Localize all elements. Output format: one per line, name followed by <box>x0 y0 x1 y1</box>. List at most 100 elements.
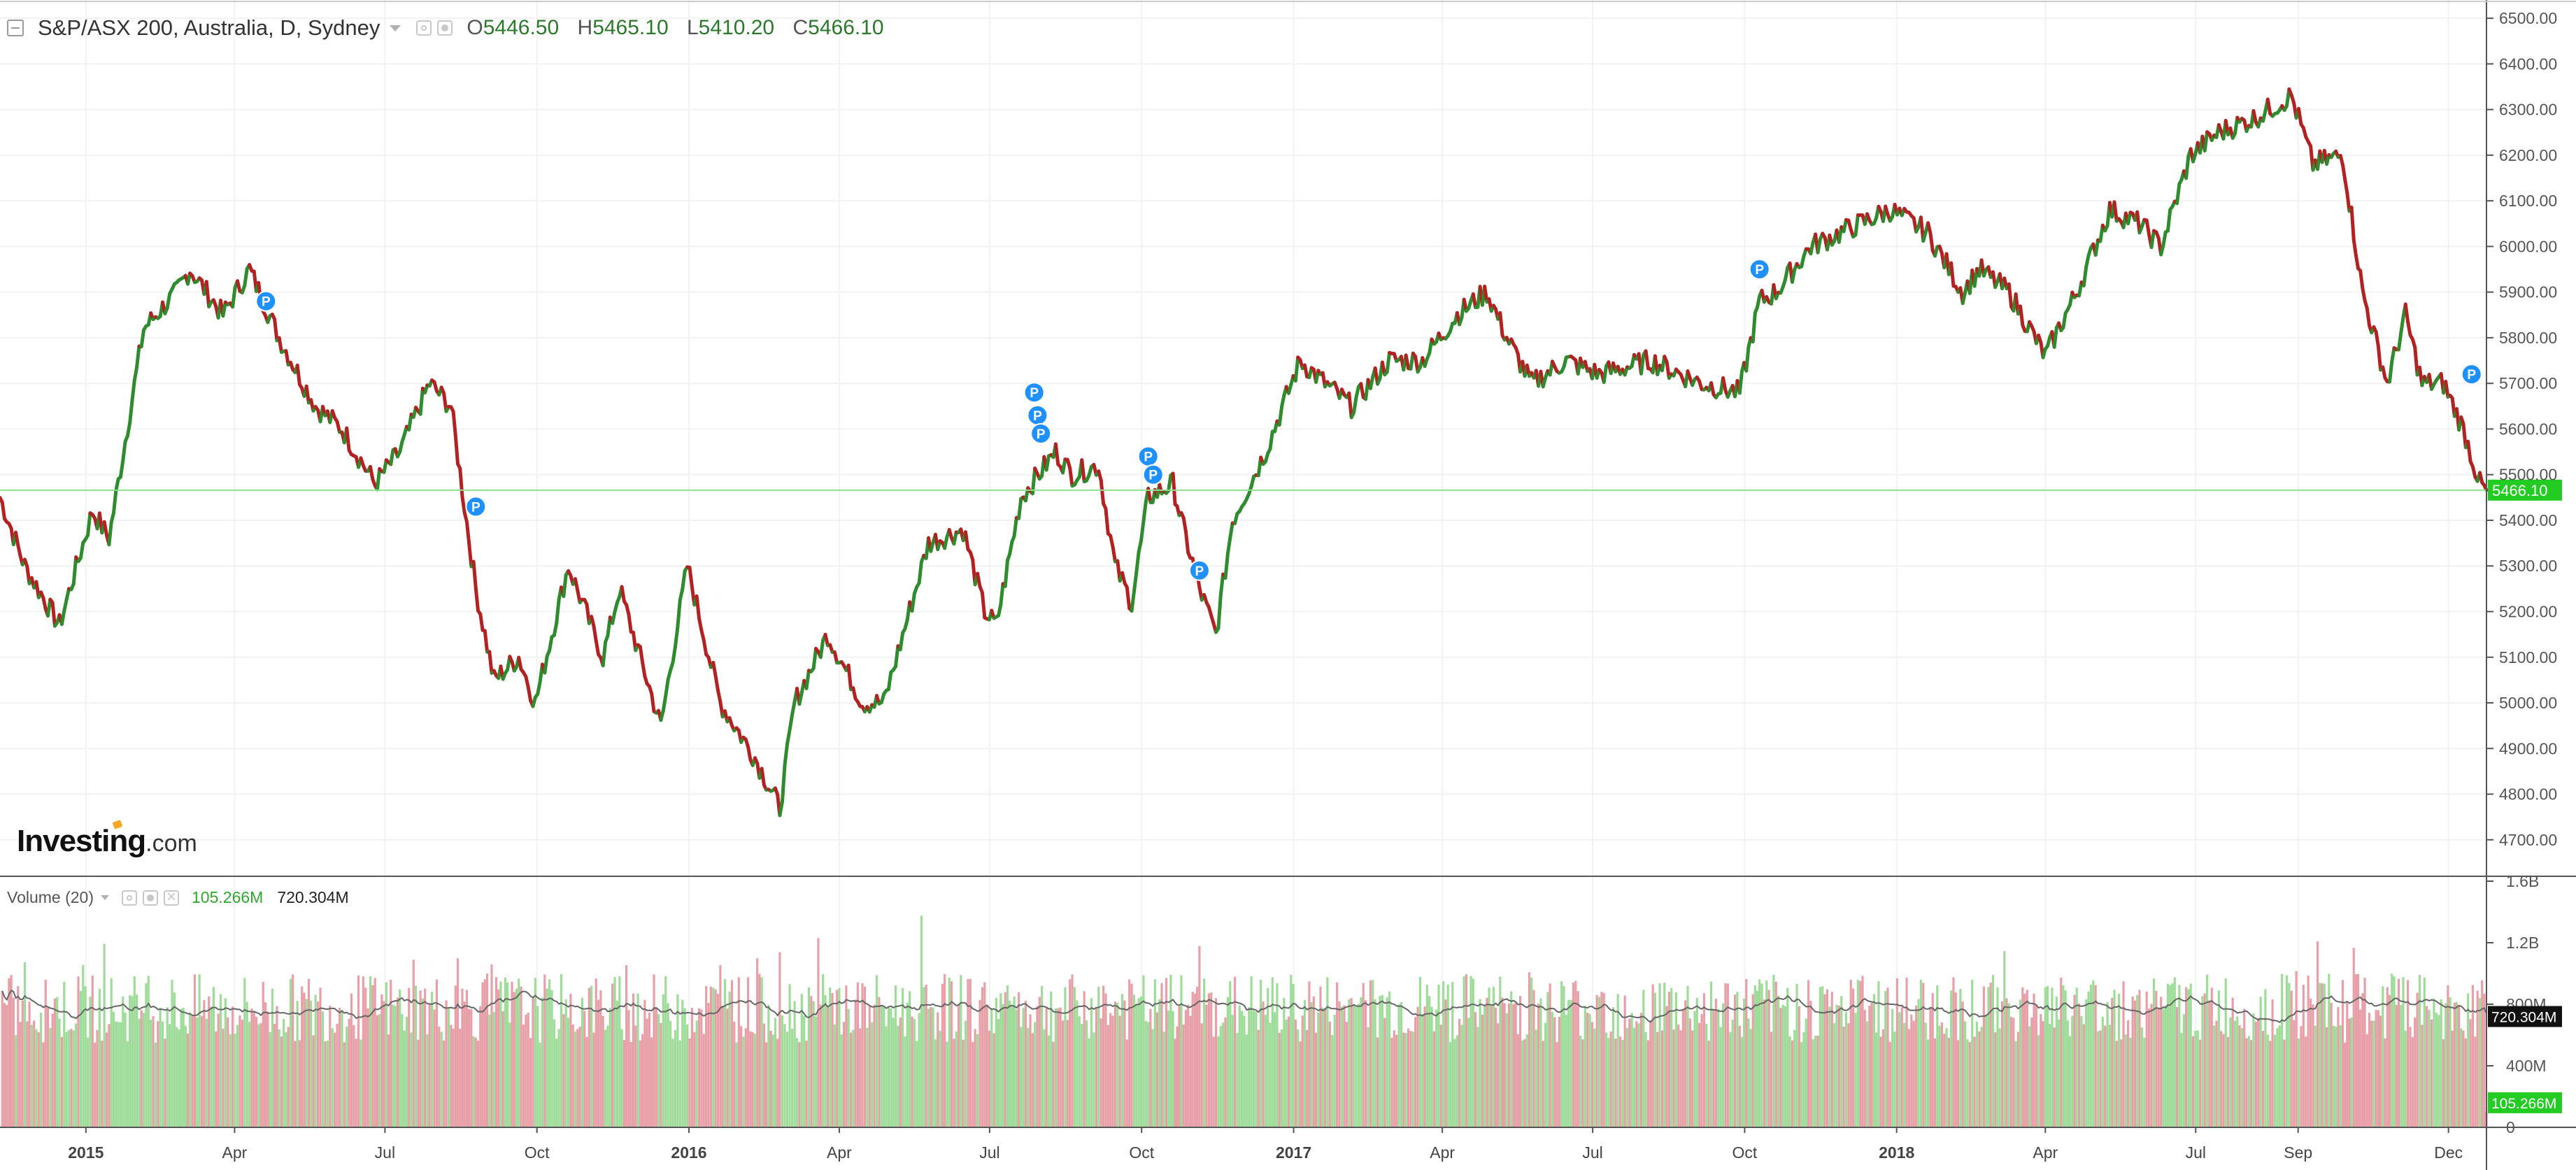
volume-bar <box>1340 1006 1344 1127</box>
volume-bar <box>289 978 292 1127</box>
volume-bar <box>1002 1004 1004 1127</box>
volume-bar <box>2082 1024 2085 1127</box>
price-segment <box>627 613 633 634</box>
volume-bar <box>890 1008 892 1127</box>
last-price-badge <box>2488 479 2562 501</box>
volume-bar <box>178 1029 180 1127</box>
volume-bar <box>861 983 864 1127</box>
news-marker <box>1142 464 1164 485</box>
volume-bar <box>1712 1009 1715 1127</box>
volume-bar <box>2201 996 2204 1127</box>
volume-bar <box>98 988 101 1127</box>
volume-bar <box>2117 993 2121 1127</box>
volume-bar <box>1147 1022 1150 1127</box>
volume-bar <box>831 992 834 1127</box>
volume-bar <box>2344 1042 2347 1127</box>
collapse-icon[interactable] <box>7 20 24 36</box>
volume-bar <box>1374 999 1376 1127</box>
volume-bar <box>1169 974 1172 1127</box>
volume-bar <box>1868 1006 1871 1127</box>
volume-bar <box>1106 1025 1109 1127</box>
volume-bar <box>2127 1020 2130 1127</box>
volume-bar <box>532 997 534 1127</box>
gear-icon[interactable] <box>437 20 453 36</box>
volume-bar <box>2409 1027 2412 1127</box>
volume-bar <box>950 981 953 1127</box>
close-icon[interactable] <box>164 887 180 907</box>
price-segment <box>1003 558 1009 588</box>
volume-bar <box>2180 1032 2183 1127</box>
price-segment <box>467 541 474 569</box>
volume-bar <box>1987 987 1990 1127</box>
volume-bar <box>2169 985 2172 1127</box>
volume-bar <box>1226 997 1229 1127</box>
volume-bar <box>63 981 66 1127</box>
volume-bar <box>657 1014 660 1127</box>
volume-bar <box>1947 1038 1950 1127</box>
volume-bar <box>2467 993 2470 1127</box>
chevron-down-icon[interactable] <box>390 24 401 31</box>
volume-bar <box>424 988 427 1127</box>
volume-bar <box>875 975 878 1127</box>
volume-bar <box>771 1034 774 1127</box>
close-value: 5466.10 <box>808 16 884 39</box>
volume-bar <box>1966 1039 1969 1127</box>
volume-bar <box>1740 1036 1744 1127</box>
price-segment <box>2406 320 2412 337</box>
price-segment <box>236 279 242 293</box>
volume-bar <box>574 1031 577 1127</box>
volume-bar <box>2113 990 2116 1127</box>
volume-bar <box>543 974 546 1127</box>
volume-bar <box>2060 977 2063 1127</box>
volume-bar <box>2208 1000 2211 1127</box>
volume-bar <box>1637 1023 1640 1127</box>
volume-bar <box>939 1030 941 1127</box>
gear-icon[interactable] <box>143 890 159 906</box>
volume-bar <box>2426 1006 2428 1127</box>
price-segment <box>2251 108 2258 124</box>
volume-bar <box>742 1036 745 1127</box>
volume-bar <box>492 1011 495 1127</box>
volume-bar <box>1521 1040 1524 1127</box>
price-segment <box>716 688 723 704</box>
volume-bar <box>2307 975 2310 1127</box>
volume-title[interactable]: Volume (20) <box>7 888 94 906</box>
volume-bar <box>1609 1032 1612 1127</box>
volume-bar <box>1184 1010 1188 1127</box>
price-segment <box>135 344 141 369</box>
volume-bar <box>1297 1029 1300 1127</box>
volume-bar <box>2290 990 2293 1127</box>
volume-bar <box>161 1021 164 1127</box>
volume-bar <box>1709 981 1713 1127</box>
volume-bar <box>602 1015 604 1127</box>
volume-bar <box>1004 992 1006 1127</box>
volume-bar <box>613 977 616 1127</box>
volume-bar <box>96 1030 99 1127</box>
price-segment <box>2444 380 2450 399</box>
volume-bar <box>2428 1009 2431 1127</box>
volume-bar <box>1684 1000 1687 1127</box>
volume-bar <box>2259 997 2262 1127</box>
volume-bar <box>1556 1042 1558 1127</box>
symbol-title[interactable]: S&P/ASX 200, Australia, D, Sydney <box>38 15 380 40</box>
eye-icon[interactable] <box>416 20 432 36</box>
volume-bar <box>94 1042 97 1127</box>
news-marker-label: P <box>1037 427 1046 442</box>
volume-bar <box>1076 1000 1079 1127</box>
volume-bar <box>762 1023 765 1127</box>
volume-bar <box>981 987 984 1127</box>
volume-bar <box>296 1001 299 1127</box>
volume-bar <box>2122 981 2125 1127</box>
volume-bar <box>723 978 727 1127</box>
volume-bar <box>2341 980 2344 1127</box>
volume-bar <box>622 1040 625 1127</box>
volume-bar <box>1567 999 1570 1127</box>
chevron-down-icon[interactable] <box>101 895 110 900</box>
volume-bar <box>1591 1022 1594 1127</box>
volume-bar <box>1404 1033 1407 1127</box>
eye-icon[interactable] <box>122 890 138 906</box>
x-tick-label: Oct <box>1129 1143 1154 1162</box>
y-tick-label: 6100.00 <box>2499 192 2557 210</box>
price-segment <box>121 440 127 463</box>
